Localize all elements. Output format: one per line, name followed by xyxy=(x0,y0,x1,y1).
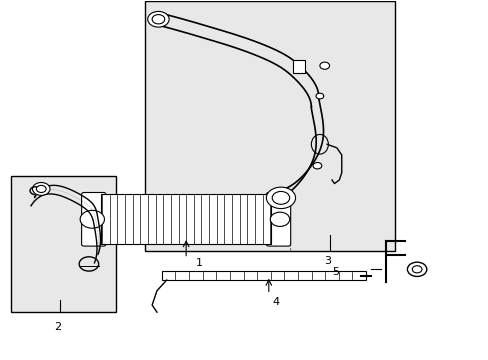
Circle shape xyxy=(411,266,421,273)
Circle shape xyxy=(270,212,289,226)
Circle shape xyxy=(319,62,329,69)
Circle shape xyxy=(312,162,321,169)
Circle shape xyxy=(272,192,289,204)
Circle shape xyxy=(32,183,50,195)
Circle shape xyxy=(147,12,169,27)
Text: 3: 3 xyxy=(323,256,330,266)
Circle shape xyxy=(80,210,104,228)
FancyBboxPatch shape xyxy=(81,193,106,246)
Text: 5: 5 xyxy=(331,267,338,277)
Bar xyxy=(162,271,366,280)
Circle shape xyxy=(152,15,164,24)
Text: 4: 4 xyxy=(272,297,279,307)
Circle shape xyxy=(266,187,295,208)
Circle shape xyxy=(315,93,323,99)
Bar xyxy=(292,60,305,73)
Bar xyxy=(144,1,394,251)
FancyBboxPatch shape xyxy=(266,193,290,246)
Circle shape xyxy=(407,262,426,276)
Circle shape xyxy=(36,185,46,193)
Text: 2: 2 xyxy=(54,322,61,332)
Text: 1: 1 xyxy=(196,258,203,268)
Bar xyxy=(101,194,271,244)
Bar xyxy=(11,176,116,312)
